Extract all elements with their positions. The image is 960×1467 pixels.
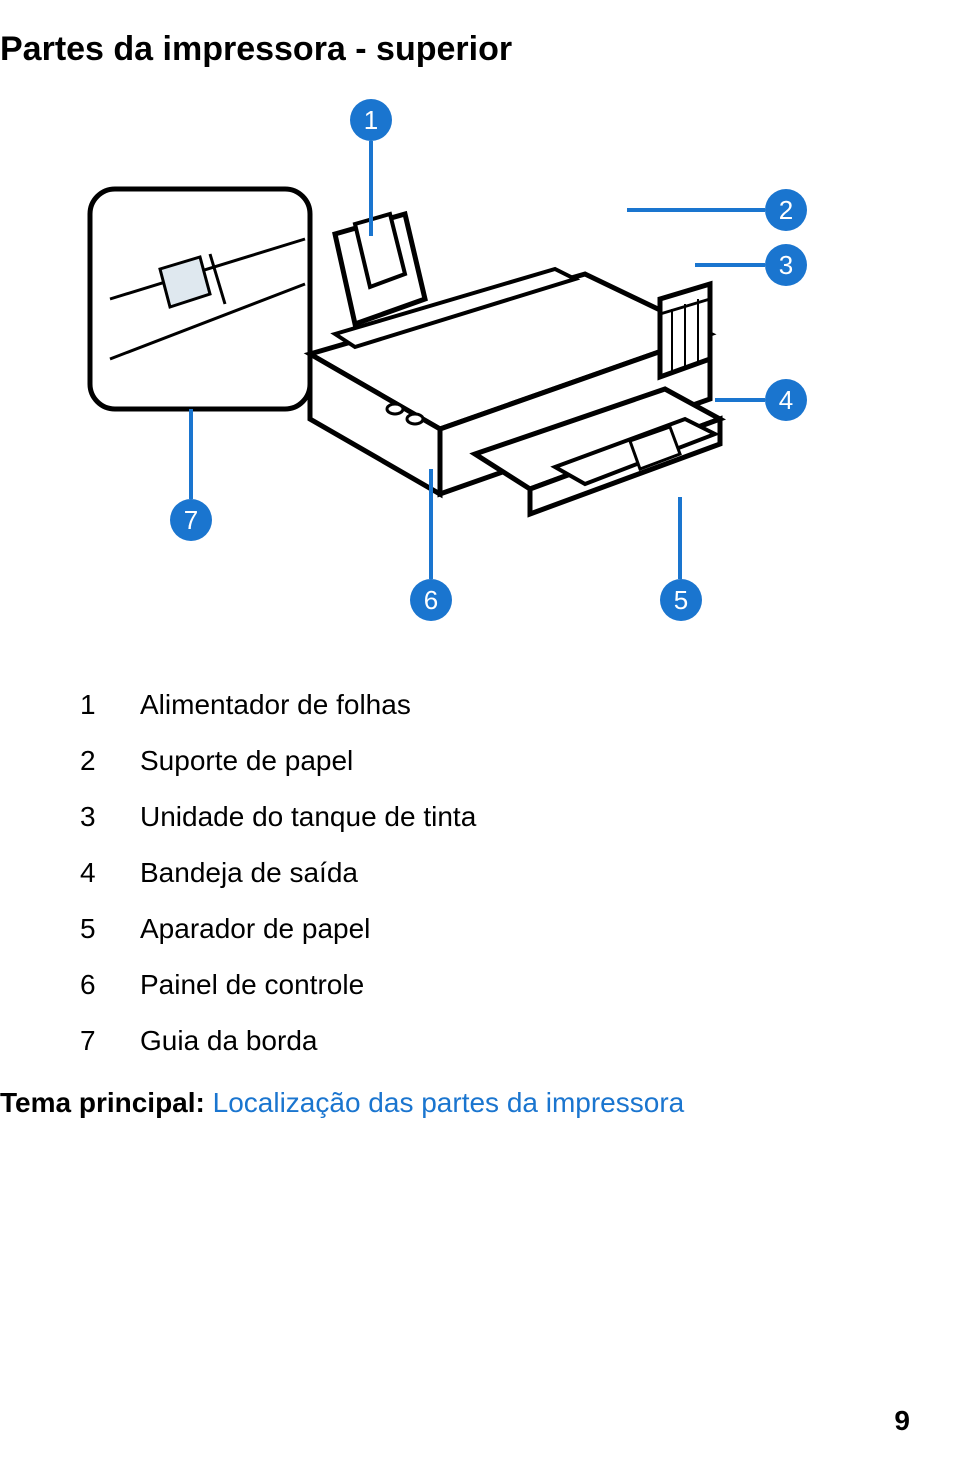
part-number: 4 (80, 857, 140, 889)
part-label: Bandeja de saída (140, 857, 358, 889)
leader-line (189, 409, 193, 499)
list-item: 4 Bandeja de saída (80, 857, 910, 889)
part-label: Painel de controle (140, 969, 364, 1001)
printer-diagram: 1 2 3 4 5 6 7 (55, 99, 855, 649)
part-number: 2 (80, 745, 140, 777)
page-title: Partes da impressora - superior (0, 30, 910, 69)
leader-line (678, 497, 682, 579)
list-item: 6 Painel de controle (80, 969, 910, 1001)
callout-1: 1 (350, 99, 392, 141)
part-number: 3 (80, 801, 140, 833)
callout-7: 7 (170, 499, 212, 541)
callout-2: 2 (765, 189, 807, 231)
part-label: Aparador de papel (140, 913, 370, 945)
part-label: Alimentador de folhas (140, 689, 411, 721)
callout-5: 5 (660, 579, 702, 621)
list-item: 7 Guia da borda (80, 1025, 910, 1057)
page-number: 9 (894, 1405, 910, 1437)
part-label: Guia da borda (140, 1025, 317, 1057)
parent-topic-label: Tema principal: (0, 1087, 213, 1118)
part-number: 7 (80, 1025, 140, 1057)
part-number: 5 (80, 913, 140, 945)
leader-line (429, 469, 433, 579)
list-item: 1 Alimentador de folhas (80, 689, 910, 721)
part-label: Unidade do tanque de tinta (140, 801, 476, 833)
leader-line (695, 263, 765, 267)
callout-3: 3 (765, 244, 807, 286)
callout-4: 4 (765, 379, 807, 421)
callout-6: 6 (410, 579, 452, 621)
part-number: 1 (80, 689, 140, 721)
leader-line (715, 398, 765, 402)
parent-topic-link[interactable]: Localização das partes da impressora (213, 1087, 685, 1118)
list-item: 2 Suporte de papel (80, 745, 910, 777)
leader-line (369, 141, 373, 236)
printer-illustration (55, 99, 855, 649)
parent-topic: Tema principal: Localização das partes d… (0, 1087, 910, 1119)
leader-line (627, 208, 765, 212)
part-number: 6 (80, 969, 140, 1001)
parts-list: 1 Alimentador de folhas 2 Suporte de pap… (80, 689, 910, 1057)
list-item: 3 Unidade do tanque de tinta (80, 801, 910, 833)
list-item: 5 Aparador de papel (80, 913, 910, 945)
part-label: Suporte de papel (140, 745, 353, 777)
